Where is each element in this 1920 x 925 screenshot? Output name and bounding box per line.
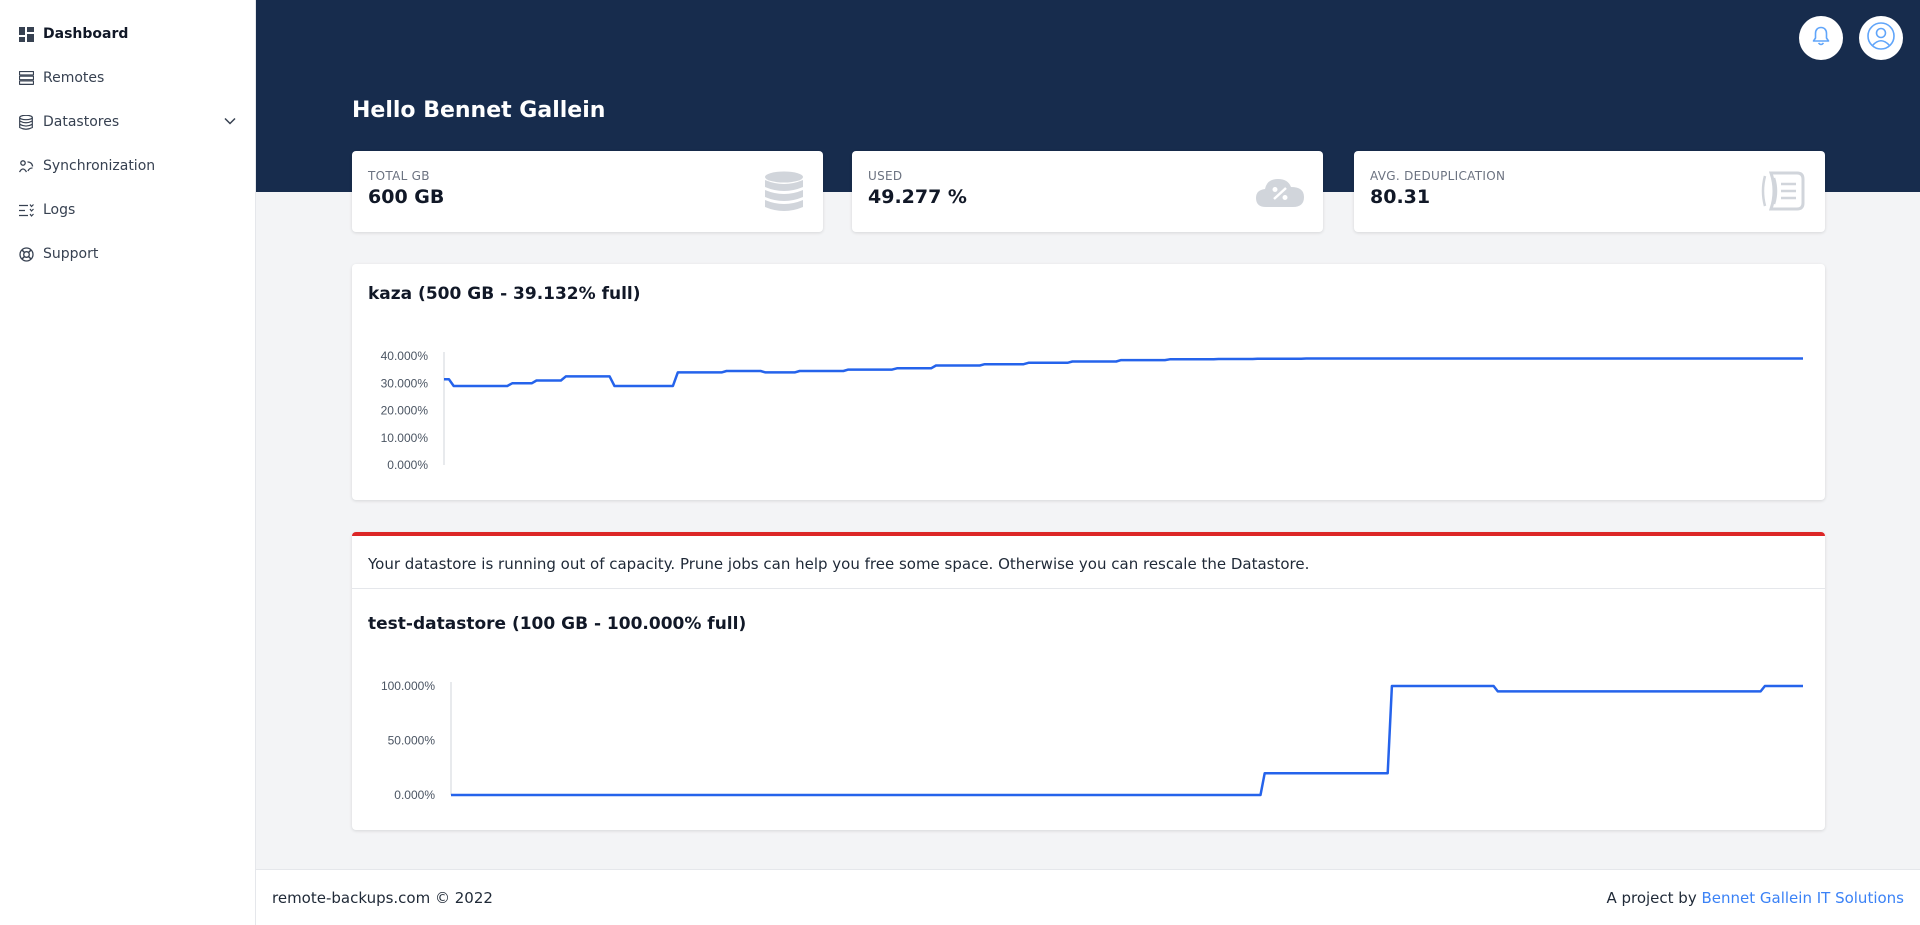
sidebar-item-label: Dashboard	[43, 26, 129, 42]
notifications-button[interactable]	[1799, 16, 1843, 60]
stat-value: 80.31	[1370, 186, 1431, 208]
cloud-percent-icon	[1255, 176, 1305, 212]
sidebar-item-support[interactable]: Support	[0, 242, 255, 266]
stat-label: USED	[868, 169, 903, 183]
sidebar-item-label: Datastores	[43, 114, 120, 130]
stat-card-used: USED 49.277 %	[852, 151, 1323, 232]
database-icon	[763, 171, 805, 217]
bell-icon	[1810, 25, 1832, 51]
chevron-down-icon[interactable]	[223, 114, 237, 132]
sidebar-item-label: Synchronization	[43, 158, 156, 174]
series-line	[444, 357, 1803, 388]
y-tick-label: 50.000%	[388, 734, 436, 748]
sidebar: Dashboard Remotes Datastores Synchroniza…	[0, 0, 256, 925]
y-tick-label: 20.000%	[381, 404, 429, 418]
usage-chart-test-datastore: 100.000% 50.000% 0.000%	[381, 679, 1803, 802]
database-icon	[18, 114, 34, 130]
server-stack-icon	[18, 70, 34, 86]
chart-title: test-datastore (100 GB - 100.000% full)	[368, 614, 747, 634]
footer-prefix: A project by	[1606, 889, 1697, 907]
stat-value: 600 GB	[368, 186, 445, 208]
footer: remote-backups.com © 2022 A project by B…	[256, 869, 1920, 925]
sidebar-item-datastores[interactable]: Datastores	[0, 110, 255, 134]
sidebar-item-dashboard[interactable]: Dashboard	[0, 22, 255, 46]
list-icon	[18, 202, 34, 218]
capacity-alert-message: Your datastore is running out of capacit…	[368, 555, 1310, 573]
sidebar-item-label: Support	[43, 246, 99, 262]
y-tick-label: 10.000%	[381, 431, 429, 445]
sidebar-item-label: Remotes	[43, 70, 105, 86]
datastore-panel-test: Your datastore is running out of capacit…	[352, 532, 1825, 830]
user-menu-button[interactable]	[1859, 16, 1903, 60]
sidebar-item-remotes[interactable]: Remotes	[0, 66, 255, 90]
y-tick-label: 100.000%	[381, 679, 435, 693]
y-tick-label: 40.000%	[381, 349, 429, 363]
copyright-text: remote-backups.com © 2022	[272, 889, 493, 907]
stat-label: TOTAL GB	[368, 169, 430, 183]
chart-title: kaza (500 GB - 39.132% full)	[368, 284, 641, 304]
sidebar-item-synchronization[interactable]: Synchronization	[0, 154, 255, 178]
main-content: Hello Bennet Gallein TOTAL GB 600 GB USE…	[256, 0, 1920, 925]
dashboard-icon	[18, 26, 34, 42]
datastore-panel-kaza: kaza (500 GB - 39.132% full) 40.000% 30.0…	[352, 264, 1825, 500]
lifebuoy-icon	[18, 246, 34, 262]
sync-icon	[18, 158, 34, 174]
user-icon	[1866, 21, 1896, 55]
page-title: Hello Bennet Gallein	[352, 98, 606, 123]
stat-card-dedup: AVG. DEDUPLICATION 80.31	[1354, 151, 1825, 232]
sidebar-item-logs[interactable]: Logs	[0, 198, 255, 222]
y-tick-label: 30.000%	[381, 376, 429, 390]
stat-value: 49.277 %	[868, 186, 967, 208]
y-tick-label: 0.000%	[387, 458, 428, 472]
usage-chart-kaza: 40.000% 30.000% 20.000% 10.000% 0.000%	[381, 349, 1803, 472]
sidebar-item-label: Logs	[43, 202, 76, 218]
footer-credit: A project by Bennet Gallein IT Solutions	[1606, 889, 1904, 907]
receipt-icon	[1761, 170, 1807, 216]
stat-card-total: TOTAL GB 600 GB	[352, 151, 823, 232]
company-link[interactable]: Bennet Gallein IT Solutions	[1701, 889, 1904, 907]
alert-bar	[352, 532, 1825, 536]
series-line	[451, 684, 1803, 797]
divider	[352, 588, 1825, 589]
y-tick-label: 0.000%	[394, 788, 435, 802]
stat-label: AVG. DEDUPLICATION	[1370, 169, 1506, 183]
